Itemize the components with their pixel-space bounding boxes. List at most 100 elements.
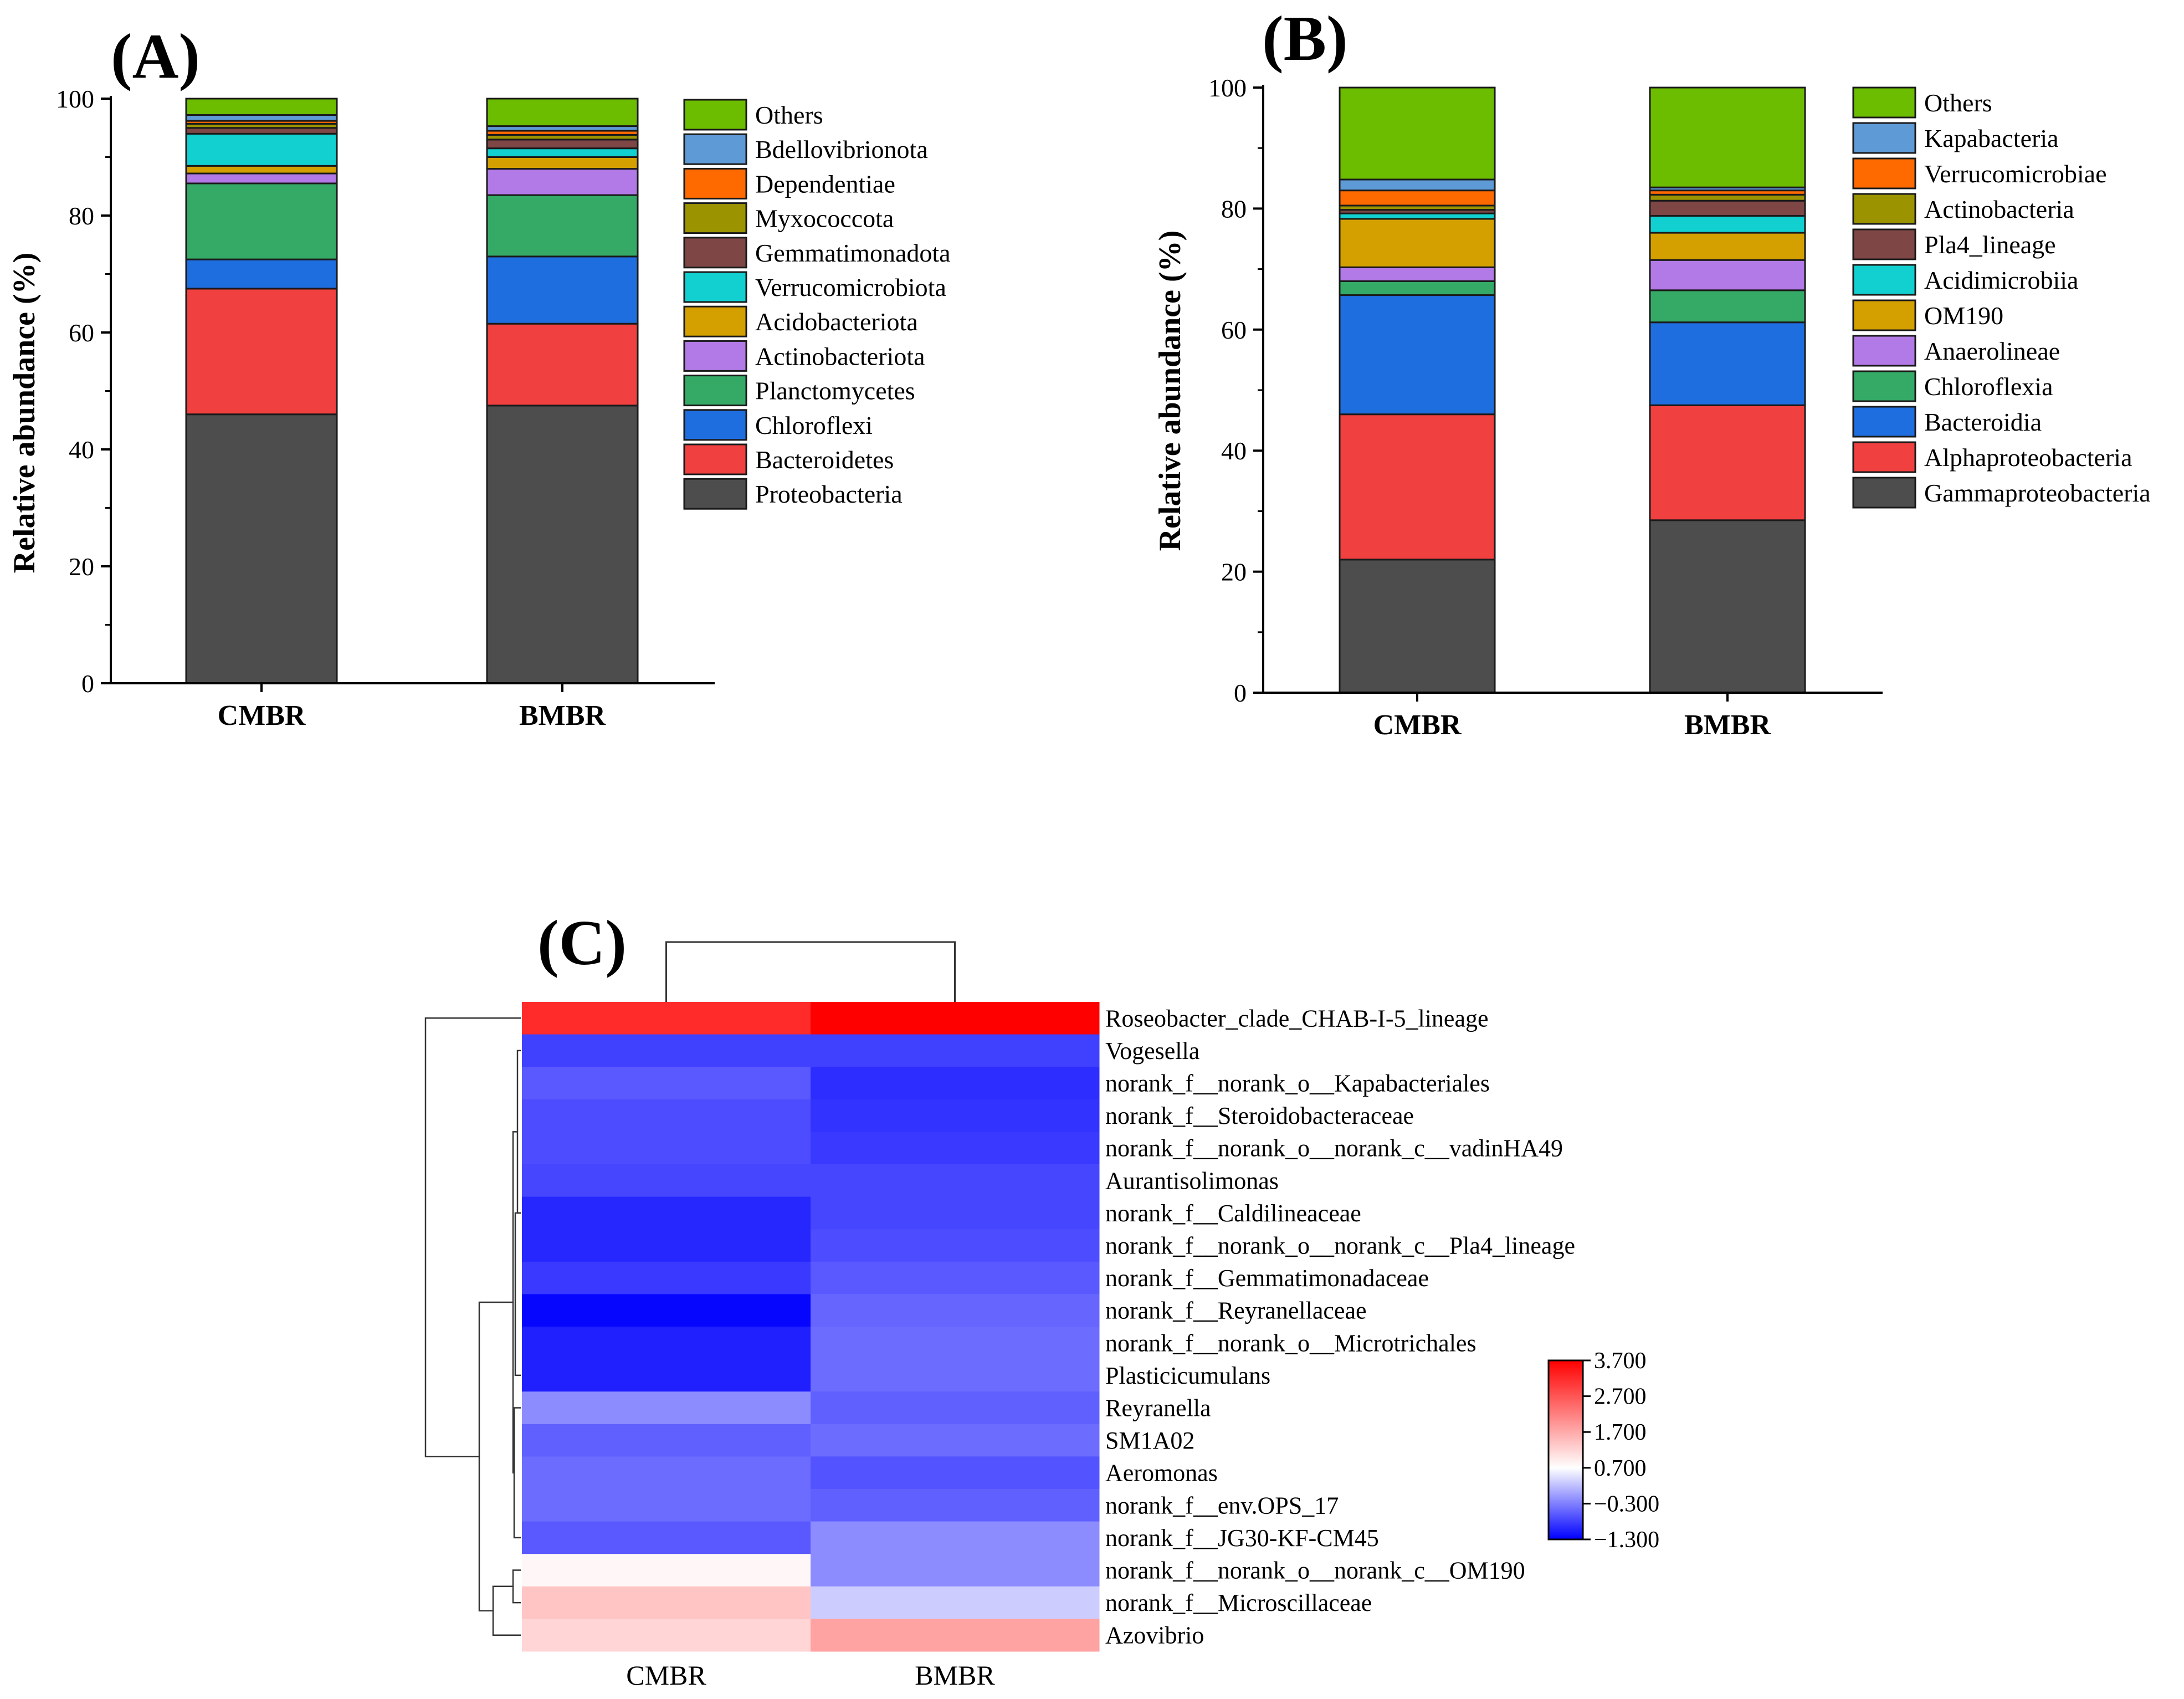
legend-label: Pla4_lineage bbox=[1924, 231, 2056, 259]
colorbar-tick-label: −1.300 bbox=[1594, 1527, 1659, 1553]
bar-segment-bmbr-pla4-lineage bbox=[1649, 199, 1806, 217]
legend-label: Kapabacteria bbox=[1924, 124, 2059, 152]
y-tick-label: 0 bbox=[81, 669, 94, 698]
colorbar-gradient bbox=[1547, 1359, 1584, 1541]
heatmap-cell bbox=[811, 1554, 1100, 1587]
colorbar-tick-label: 3.700 bbox=[1594, 1348, 1647, 1374]
bar-segment-bmbr-others bbox=[1649, 86, 1806, 188]
legend-swatch bbox=[683, 443, 747, 475]
heatmap-cell bbox=[522, 1521, 811, 1554]
heatmap-cell bbox=[811, 1391, 1100, 1425]
heatmap-cell bbox=[811, 1261, 1100, 1294]
legend-swatch bbox=[1852, 406, 1916, 438]
heatmap-row-label: norank_f__JG30-KF-CM45 bbox=[1105, 1524, 1379, 1552]
panel-a-label: (A) bbox=[111, 21, 200, 92]
row-dendrogram-branch bbox=[512, 1569, 521, 1604]
heatmap-cell bbox=[522, 1586, 811, 1619]
heatmap-row-label: norank_f__norank_o__norank_c__Pla4_linea… bbox=[1105, 1232, 1575, 1260]
colorbar-tick-label: 1.700 bbox=[1594, 1420, 1647, 1445]
heatmap-cell bbox=[811, 1456, 1100, 1490]
heatmap-row-label: norank_f__norank_o__norank_c__vadinHA49 bbox=[1105, 1135, 1563, 1162]
heatmap-cell bbox=[522, 1067, 811, 1100]
legend-swatch bbox=[1852, 335, 1916, 367]
heatmap-cell bbox=[522, 1099, 811, 1132]
legend-swatch bbox=[1852, 370, 1916, 402]
bar-segment-bmbr-alphaproteobacteria bbox=[1649, 404, 1806, 521]
heatmap-cell bbox=[522, 1554, 811, 1587]
colorbar-tick-label: 0.700 bbox=[1594, 1456, 1647, 1481]
bar-segment-bmbr-proteobacteria bbox=[486, 405, 639, 684]
heatmap-cell bbox=[522, 1294, 811, 1327]
row-dendrogram-branch bbox=[478, 1301, 513, 1611]
legend-label: Acidimicrobiia bbox=[1924, 266, 2078, 294]
heatmap-cell bbox=[522, 1034, 811, 1067]
legend-label: Acidobacteriota bbox=[755, 308, 918, 336]
heatmap-cell bbox=[811, 1229, 1100, 1262]
y-tick-label: 60 bbox=[1221, 316, 1247, 344]
heatmap-cell bbox=[811, 1067, 1100, 1100]
heatmap-cell bbox=[811, 1034, 1100, 1067]
heatmap-cell bbox=[522, 1132, 811, 1165]
legend-swatch bbox=[683, 237, 747, 269]
heatmap-cell bbox=[811, 1521, 1100, 1554]
bar-segment-cmbr-actinobacteriota bbox=[185, 172, 338, 185]
heatmap-row-label: norank_f__Microscillaceae bbox=[1105, 1589, 1372, 1616]
bar-segment-bmbr-acidobacteriota bbox=[486, 156, 639, 170]
y-tick-label: 20 bbox=[1221, 558, 1247, 586]
heatmap-cell bbox=[522, 1002, 811, 1035]
legend-label: Verrucomicrobiota bbox=[755, 273, 946, 301]
bar-segment-bmbr-actinobacteria bbox=[1649, 193, 1806, 202]
bar-segment-cmbr-proteobacteria bbox=[185, 413, 338, 684]
row-dendrogram-branch bbox=[516, 1050, 521, 1214]
heatmap-row-label: Roseobacter_clade_CHAB-I-5_lineage bbox=[1105, 1005, 1489, 1032]
heatmap-cell bbox=[522, 1391, 811, 1425]
heatmap-cell bbox=[522, 1489, 811, 1522]
bar-segment-cmbr-kapabacteria bbox=[1339, 178, 1496, 192]
legend-swatch bbox=[1852, 299, 1916, 331]
legend-label: Alphaproteobacteria bbox=[1924, 443, 2132, 472]
legend-swatch bbox=[683, 271, 747, 303]
legend-label: Chloroflexia bbox=[1924, 372, 2053, 401]
heatmap-row-label: norank_f__norank_o__Microtrichales bbox=[1105, 1329, 1476, 1357]
heatmap-cell bbox=[522, 1359, 811, 1392]
bar-segment-bmbr-anaerolineae bbox=[1649, 259, 1806, 291]
bar-segment-cmbr-alphaproteobacteria bbox=[1339, 413, 1496, 561]
heatmap-cell bbox=[522, 1164, 811, 1198]
bar-segment-bmbr-chloroflexi bbox=[486, 255, 639, 325]
legend-label: Others bbox=[1924, 89, 1992, 117]
legend-label: Actinobacteria bbox=[1924, 195, 2074, 223]
heatmap-row-label: Vogesella bbox=[1105, 1037, 1199, 1065]
heatmap-cell bbox=[811, 1586, 1100, 1619]
heatmap-column-label: BMBR bbox=[915, 1660, 995, 1691]
row-dendrogram-branch bbox=[513, 1407, 521, 1539]
heatmap-row-label: norank_f__Steroidobacteraceae bbox=[1105, 1102, 1414, 1129]
legend-label: Proteobacteria bbox=[755, 480, 903, 508]
bar-segment-cmbr-chloroflexi bbox=[185, 258, 338, 290]
legend-label: Gemmatimonadota bbox=[755, 239, 951, 267]
heatmap-cell bbox=[522, 1619, 811, 1652]
legend-swatch bbox=[683, 305, 747, 337]
heatmap-cell bbox=[522, 1229, 811, 1262]
panel-b-label: (B) bbox=[1262, 3, 1348, 74]
heatmap-row-label: Aeromonas bbox=[1105, 1460, 1218, 1487]
heatmap-cell bbox=[522, 1424, 811, 1457]
heatmap-row-label: Aurantisolimonas bbox=[1105, 1167, 1279, 1194]
row-dendrogram-branch bbox=[424, 1017, 521, 1457]
legend-label: Bdellovibrionota bbox=[755, 135, 928, 163]
legend-label: OM190 bbox=[1924, 301, 2003, 330]
colorbar: 3.700 2.700 1.700 0.700 −0.300 −1.300 bbox=[1547, 1348, 1659, 1553]
panel-b-bar-chart: (B) Relative abundance (%) CMBR BMBR 0 20 40… bbox=[1153, 3, 2151, 741]
bar-segment-cmbr-bacteroidia bbox=[1339, 294, 1496, 416]
row-dendrogram-branch bbox=[514, 1212, 521, 1376]
heatmap-cell bbox=[811, 1619, 1100, 1652]
bar-segment-cmbr-gemmatimonadota bbox=[185, 127, 338, 135]
legend-swatch bbox=[1852, 157, 1916, 190]
heatmap-row-label: norank_f__env.OPS_17 bbox=[1105, 1492, 1339, 1519]
legend-label: Bacteroidetes bbox=[755, 446, 894, 474]
column-dendrogram-branch bbox=[665, 941, 956, 1002]
legend-label: Planctomycetes bbox=[755, 377, 915, 405]
heatmap-cell bbox=[811, 1424, 1100, 1457]
bar-segment-cmbr-others bbox=[1339, 86, 1496, 181]
bar-segment-bmbr-others bbox=[486, 98, 639, 127]
